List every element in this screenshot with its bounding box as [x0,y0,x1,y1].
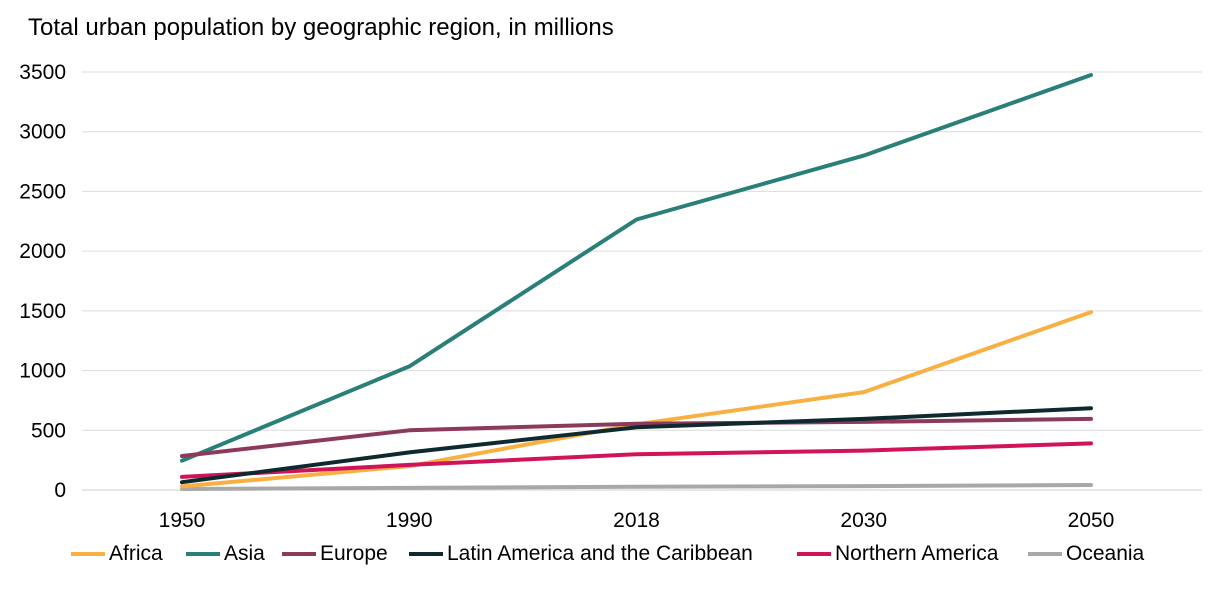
y-tick-label: 0 [54,479,66,502]
legend-swatch [409,552,443,556]
legend-item: Africa [71,542,163,566]
y-tick-label: 3000 [19,121,66,144]
legend: Africa Asia Europe Latin America and the Ca… [0,542,1224,578]
y-tick-label: 1500 [19,300,66,323]
series-line-latin-america-and-the-caribbean [180,406,1093,485]
series-line-asia [180,73,1093,463]
y-tick-label: 500 [31,419,66,442]
legend-label: Northern America [835,542,999,565]
x-tick-label: 2030 [840,509,887,532]
series-line-northern-america [180,441,1093,479]
legend-label: Oceania [1066,542,1145,565]
legend-label: Europe [320,542,388,565]
series-line-oceania [180,483,1093,491]
legend-swatch [282,552,316,556]
legend-label: Latin America and the Caribbean [447,542,753,565]
y-tick-label: 2500 [19,180,66,203]
legend-swatch [186,552,220,556]
x-tick-label: 1990 [386,509,433,532]
series-line-europe [180,416,1093,458]
y-tick-label: 1000 [19,360,66,383]
legend-swatch [797,552,831,556]
chart-title: Total urban population by geographic reg… [28,14,614,41]
legend-item: Europe [282,542,388,566]
y-tick-label: 2000 [19,240,66,263]
x-tick-label: 1950 [159,509,206,532]
x-tick-label: 2050 [1068,509,1115,532]
legend-item: Northern America [797,542,998,566]
legend-label: Africa [109,542,163,565]
x-tick-label: 2018 [613,509,660,532]
legend-label: Asia [224,542,265,565]
legend-swatch [71,552,105,556]
series-line-africa [180,310,1093,489]
y-tick-label: 3500 [19,61,66,84]
legend-item: Asia [186,542,265,566]
legend-item: Oceania [1028,542,1144,566]
legend-item: Latin America and the Caribbean [409,542,753,566]
legend-swatch [1028,552,1062,556]
